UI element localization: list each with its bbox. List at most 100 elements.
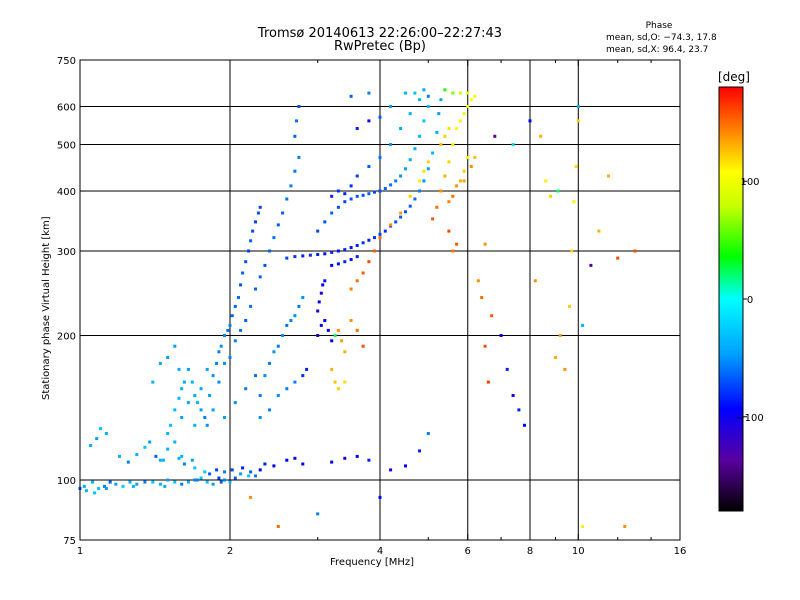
data-point <box>233 476 237 480</box>
data-point <box>173 344 177 348</box>
data-point <box>443 134 447 138</box>
data-point <box>404 210 407 214</box>
data-point <box>581 525 585 528</box>
data-point <box>568 304 571 308</box>
data-point <box>469 165 473 168</box>
data-point <box>572 200 576 204</box>
data-point <box>258 468 262 472</box>
data-point <box>217 350 221 354</box>
data-point <box>254 287 257 291</box>
data-point <box>355 255 359 259</box>
data-point <box>476 279 480 283</box>
data-point <box>233 401 237 405</box>
data-point <box>223 334 226 337</box>
data-point <box>523 423 526 427</box>
x-tick-label: 10 <box>572 546 585 557</box>
data-point <box>131 484 135 488</box>
x-tick-label: 1 <box>77 546 83 557</box>
data-point <box>247 474 251 478</box>
data-point <box>458 91 462 95</box>
data-point <box>281 211 285 215</box>
data-point <box>373 236 376 240</box>
data-point <box>544 179 548 183</box>
data-point <box>336 262 340 266</box>
data-point <box>466 91 470 95</box>
data-point <box>135 453 139 457</box>
data-point <box>336 328 340 332</box>
data-point <box>268 408 271 412</box>
data-point <box>114 482 118 486</box>
data-point <box>486 380 490 384</box>
data-point <box>439 98 443 102</box>
data-point <box>426 94 430 98</box>
data-point <box>158 458 162 462</box>
data-point <box>404 91 407 95</box>
data-point <box>418 98 421 102</box>
data-point <box>576 105 580 108</box>
data-point <box>254 474 257 478</box>
data-point <box>418 449 421 453</box>
colorbar-unit-label: [deg] <box>718 70 750 84</box>
chart-title: Tromsø 20140613 22:26:00–22:27:43 <box>257 26 503 41</box>
data-point <box>143 445 147 449</box>
data-point <box>389 143 393 146</box>
data-point <box>343 350 347 354</box>
data-point <box>336 249 340 253</box>
data-point <box>633 249 637 253</box>
data-point <box>408 194 412 198</box>
data-point <box>570 249 574 253</box>
data-point <box>208 394 212 397</box>
data-point <box>293 380 297 384</box>
y-tick-label: 100 <box>57 476 76 487</box>
y-tick-label: 300 <box>57 247 76 258</box>
data-point <box>173 440 177 444</box>
data-point <box>180 387 184 391</box>
data-point <box>451 143 455 146</box>
data-point <box>323 252 327 256</box>
data-point <box>272 464 276 468</box>
data-point <box>326 328 330 332</box>
data-point <box>435 205 439 209</box>
data-point <box>84 489 88 493</box>
data-point <box>408 204 412 208</box>
data-point <box>163 484 167 488</box>
data-point <box>205 367 209 371</box>
data-point <box>258 275 262 279</box>
data-point <box>195 478 199 482</box>
data-point <box>272 236 276 240</box>
data-point <box>151 480 155 484</box>
data-point <box>205 480 209 484</box>
data-point <box>177 396 181 400</box>
data-point <box>301 374 305 378</box>
y-tick-label: 750 <box>57 56 76 67</box>
data-point <box>462 169 466 173</box>
data-point <box>223 478 226 482</box>
data-point <box>258 416 262 419</box>
data-point <box>343 260 347 264</box>
data-point <box>367 260 371 264</box>
data-point <box>190 458 194 462</box>
data-point <box>293 255 297 259</box>
data-point <box>505 367 509 371</box>
data-point <box>349 184 353 188</box>
data-point <box>97 487 101 490</box>
data-point <box>217 380 221 384</box>
data-points <box>78 88 637 528</box>
data-point <box>258 394 262 397</box>
data-point <box>254 220 257 224</box>
data-point <box>413 147 417 151</box>
data-point <box>180 454 184 458</box>
data-point <box>263 374 267 378</box>
data-point <box>469 98 473 102</box>
data-point <box>367 119 371 123</box>
data-point <box>308 253 312 257</box>
data-point <box>349 258 353 261</box>
data-point <box>228 356 232 359</box>
data-point <box>399 174 403 178</box>
data-point <box>511 394 515 397</box>
data-point <box>254 374 257 378</box>
data-point <box>186 367 190 371</box>
data-point <box>258 205 262 209</box>
data-point <box>239 328 243 332</box>
data-point <box>249 470 253 474</box>
